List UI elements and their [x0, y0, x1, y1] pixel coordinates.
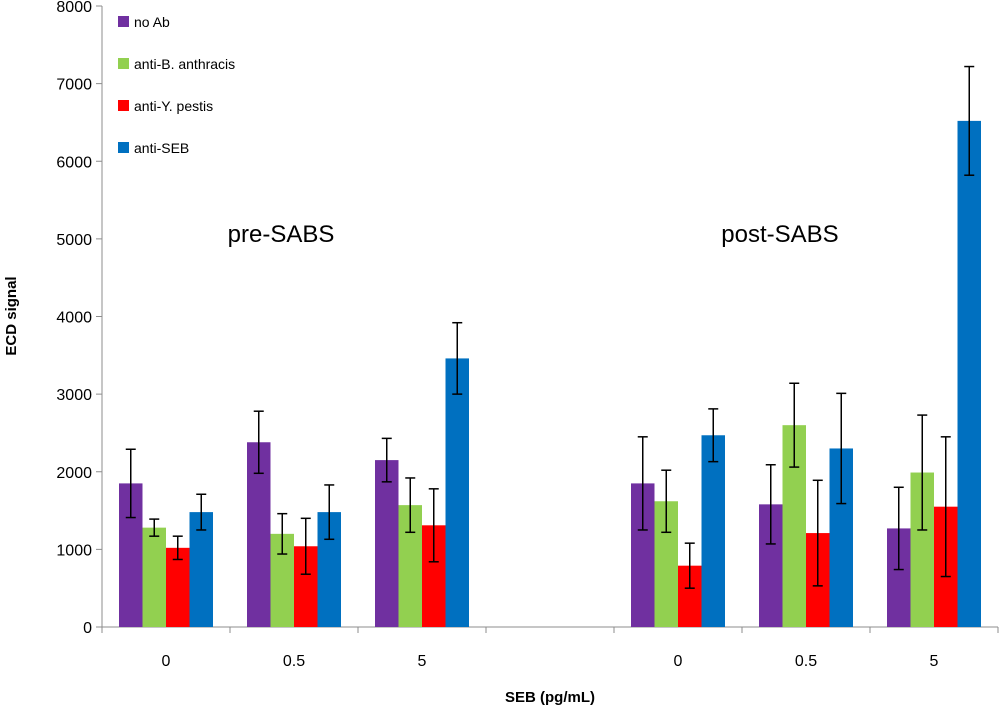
y-axis: 0 1000 2000 3000 4000 5000 6000 7000 8000 [56, 0, 103, 637]
bar [910, 472, 934, 627]
bar [294, 546, 318, 627]
y-tick-label: 8000 [56, 0, 92, 16]
bar [782, 425, 806, 627]
bar [957, 120, 981, 627]
legend-label: anti-Y. pestis [134, 98, 213, 114]
y-tick-label: 5000 [56, 232, 92, 249]
y-tick-label: 1000 [56, 542, 92, 559]
bar [375, 460, 399, 627]
bar [166, 547, 190, 627]
x-axis: 0 0.5 5 0 0.5 5 [101, 626, 999, 670]
legend: no Ab anti-B. anthracis anti-Y. pestis anti… [118, 14, 235, 156]
bar [247, 442, 271, 627]
annotation-pre-sabs: pre-SABS [228, 221, 335, 248]
bar [119, 483, 143, 627]
bar [445, 358, 469, 627]
x-tick-label: 5 [930, 653, 939, 670]
bar [887, 528, 911, 627]
x-tick-label: 0.5 [283, 653, 305, 670]
y-tick-label: 4000 [56, 310, 92, 327]
x-tick-label: 5 [418, 653, 427, 670]
bar [701, 435, 725, 627]
y-tick-label: 0 [83, 620, 92, 637]
legend-swatch [118, 58, 129, 69]
legend-label: no Ab [134, 14, 170, 30]
y-tick-label: 6000 [56, 154, 92, 171]
legend-swatch [118, 142, 129, 153]
x-tick-label: 0.5 [795, 653, 817, 670]
bar [422, 525, 446, 627]
x-tick-label: 0 [162, 653, 171, 670]
legend-swatch [118, 16, 129, 27]
y-tick-label: 7000 [56, 77, 92, 94]
legend-swatch [118, 100, 129, 111]
bar [189, 512, 213, 627]
annotation-post-sabs: post-SABS [721, 221, 838, 248]
bars [119, 65, 981, 627]
bar [398, 505, 422, 627]
bar [317, 512, 341, 627]
x-tick-label: 0 [674, 653, 683, 670]
bar [678, 565, 702, 627]
bar [759, 504, 783, 627]
bar [270, 533, 294, 627]
x-axis-title: SEB (pg/mL) [505, 689, 595, 706]
bar [631, 483, 655, 627]
bar [142, 527, 166, 627]
bar [829, 448, 853, 627]
legend-label: anti-SEB [134, 140, 189, 156]
y-tick-label: 2000 [56, 465, 92, 482]
bar [654, 501, 678, 627]
y-tick-label: 3000 [56, 387, 92, 404]
y-axis-title: ECD signal [3, 276, 20, 355]
legend-label: anti-B. anthracis [134, 56, 235, 72]
